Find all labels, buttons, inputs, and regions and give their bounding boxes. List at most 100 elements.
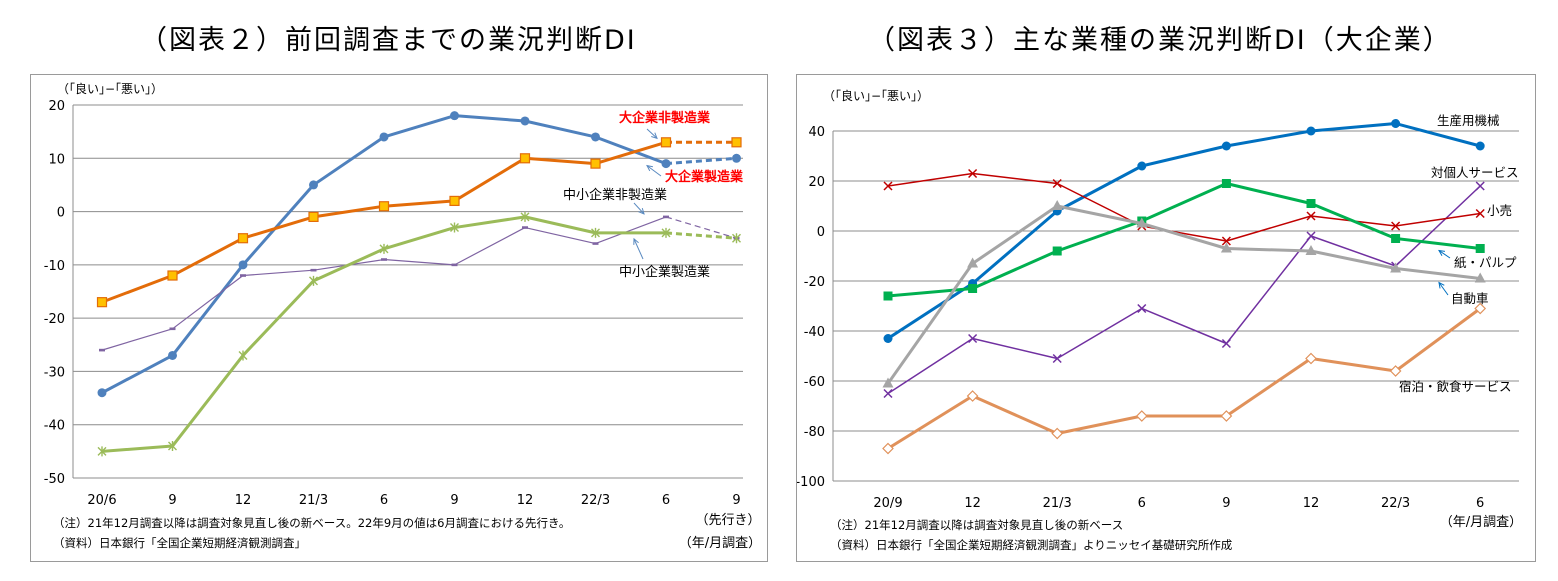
series-large_manufacturing: [97, 111, 741, 398]
data-point: [1391, 234, 1401, 243]
label-arrow-head: [633, 237, 639, 245]
y-tick-label: -20: [44, 312, 65, 327]
chart2-panel: （｢良い｣−｢悪い｣） 40 20 0 -20 -40 -60 -80 -100 20/9 12 21…: [795, 74, 1536, 562]
data-point: [1052, 178, 1062, 189]
data-point: [1475, 181, 1485, 191]
data-point: [660, 137, 672, 148]
label-arrow: [646, 128, 658, 139]
chart1-svg: （｢良い｣−｢悪い｣） 20 10 0 -10 -20 -30 -40 -50 20/6 9 12 21…: [44, 81, 761, 551]
data-point: [590, 158, 601, 169]
data-point: [522, 226, 528, 229]
y-tick-label: -50: [44, 472, 65, 487]
data-point: [591, 132, 600, 142]
label-paper-pulp: 紙・パルプ: [1454, 255, 1517, 270]
series-personal_services: [883, 181, 1485, 399]
data-point: [1389, 365, 1402, 377]
data-point: [97, 446, 107, 457]
data-point: [661, 159, 671, 169]
y-tick-label: -60: [804, 375, 825, 390]
data-point: [1051, 427, 1064, 440]
data-point: [450, 111, 459, 121]
y-tick-label: 0: [57, 206, 65, 221]
data-point: [1137, 303, 1147, 314]
y-axis-label: （｢良い｣−｢悪い｣）: [57, 81, 163, 96]
data-point: [883, 388, 893, 399]
data-point: [238, 350, 248, 361]
series-sme_manufacturing: [97, 211, 741, 457]
data-point: [169, 327, 176, 331]
data-point: [309, 275, 318, 286]
data-point: [378, 201, 390, 212]
label-personal-services: 対個人サービス: [1431, 165, 1519, 180]
y-tick-label: 0: [817, 225, 825, 240]
y-tick-label: -10: [44, 259, 65, 274]
label-large-manufacturing: 大企業製造業: [665, 169, 744, 185]
series-machinery: [883, 119, 1485, 343]
series-line: [887, 307, 1482, 450]
series-forecast-line: [665, 231, 737, 240]
x-tick-label: 22/3: [581, 493, 610, 508]
label-sme-manufacturing: 中小企業製造業: [619, 264, 710, 280]
data-point: [1220, 410, 1233, 422]
data-point: [1306, 199, 1316, 208]
data-point: [883, 291, 893, 301]
series-accommodation: [882, 302, 1487, 455]
series-line: [101, 216, 667, 351]
y-tick-label: 40: [808, 125, 825, 140]
data-point: [379, 132, 389, 142]
x-tick-label: 22/3: [1381, 496, 1410, 511]
label-arrow-head: [1438, 281, 1445, 289]
data-point: [449, 195, 460, 207]
x-tick-label: 21/3: [299, 493, 328, 508]
series-line: [101, 114, 667, 395]
data-point: [966, 390, 979, 402]
x-tick-label: 9: [168, 493, 176, 508]
label-arrow: [633, 238, 644, 260]
y-tick-label: -30: [44, 365, 65, 380]
data-point: [381, 258, 387, 261]
data-point: [1474, 302, 1487, 315]
y-tick-label: 20: [808, 175, 825, 190]
data-point: [1136, 217, 1148, 228]
data-point: [308, 211, 319, 222]
x-tick-label: 6: [380, 493, 388, 508]
series-sme_nonmanufacturing: [99, 215, 740, 352]
data-point: [883, 181, 893, 191]
chart2-title: （図表３）主な業種の業況判断DI（大企業）: [868, 25, 1452, 56]
data-point: [168, 350, 177, 360]
label-arrow-head: [651, 132, 658, 140]
x-tick-label: 9: [450, 493, 458, 508]
series-forecast-line: [665, 216, 737, 239]
data-point: [1390, 262, 1402, 273]
data-point: [1306, 211, 1316, 221]
data-point: [520, 116, 530, 126]
label-arrow: [633, 202, 645, 215]
data-point: [519, 153, 531, 164]
data-point: [732, 153, 741, 163]
chart1-title: （図表２）前回調査までの業況判断DI: [140, 25, 637, 56]
y-tick-label: -40: [44, 419, 65, 434]
data-point: [237, 233, 249, 244]
y-tick-label: -80: [804, 425, 825, 440]
label-retail: 小売: [1487, 203, 1512, 218]
data-point: [883, 334, 893, 343]
data-point: [1475, 208, 1485, 219]
data-point: [1474, 272, 1486, 283]
y-tick-label: 10: [48, 152, 65, 167]
label-arrow-head: [646, 164, 653, 172]
label-arrow: [1438, 250, 1451, 259]
series-large_nonmanufacturing: [96, 137, 742, 308]
label-arrow-head: [638, 208, 645, 215]
data-point: [1221, 338, 1231, 349]
series-line: [887, 122, 1481, 340]
data-point: [167, 270, 178, 281]
footnote: （資料）日本銀行「全国企業短期経済観測調査」: [53, 536, 306, 550]
data-point: [1221, 236, 1231, 246]
series-line: [887, 172, 1481, 242]
data-point: [592, 242, 599, 245]
label-arrow-head: [1438, 249, 1446, 256]
data-point: [99, 348, 105, 352]
data-point: [968, 168, 978, 179]
footnote: （資料）日本銀行「全国企業短期経済観測調査」よりニッセイ基礎研究所作成: [830, 538, 1233, 552]
data-point: [97, 388, 107, 398]
